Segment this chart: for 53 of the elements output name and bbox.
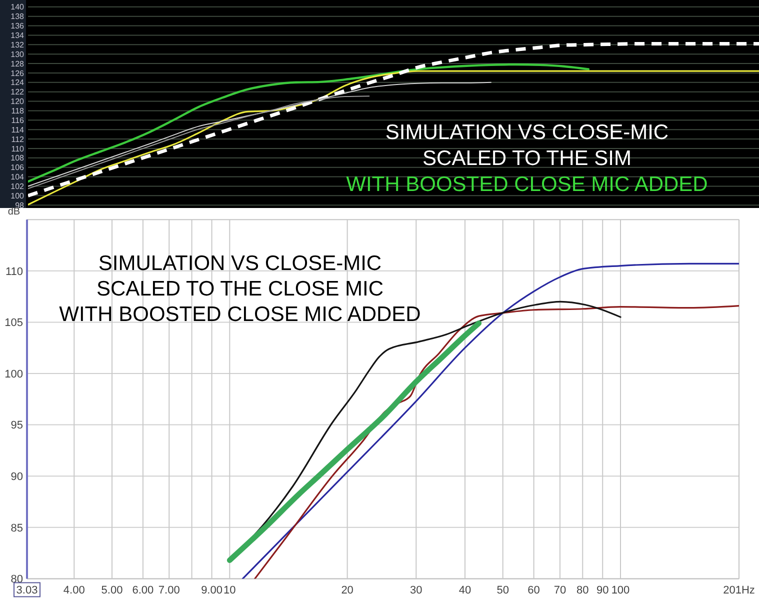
y-tick-label: 100 [4, 368, 23, 380]
annotation: SCALED TO THE SIM [422, 147, 632, 170]
annotation: SIMULATION VS CLOSE-MIC [385, 121, 669, 144]
y-tick-label: 110 [11, 144, 25, 154]
y-tick-label: 108 [10, 154, 25, 163]
y-tick-label: 114 [11, 125, 25, 134]
y-tick-label: 104 [10, 172, 25, 182]
annotation: SCALED TO THE CLOSE MIC [96, 278, 384, 300]
y-tick-label: 134 [10, 31, 25, 40]
y-tick-label: 120 [10, 97, 25, 106]
x-tick-label: 10 [224, 584, 236, 597]
y-tick-label: 116 [11, 116, 25, 125]
x-tick-label: 5.00 [101, 584, 123, 597]
x-tick-label: 40 [458, 584, 472, 597]
y-tick-label: 124 [10, 78, 25, 88]
x-tick-label: 70 [554, 584, 566, 597]
y-tick-label: 122 [10, 88, 25, 97]
x-tick-label: 4.00 [63, 584, 85, 597]
y-axis-title: dB [8, 206, 20, 218]
x-tick-label: 6.00 [132, 584, 154, 597]
x-tick-label: 201Hz [723, 584, 755, 597]
y-tick-label: 85 [10, 522, 23, 534]
x-tick-label: 80 [576, 584, 589, 597]
x-tick-label: 9.00 [201, 584, 222, 597]
x-tick-label: 100 [611, 584, 630, 597]
line-series [28, 42, 759, 198]
y-tick-label: 132 [10, 40, 25, 50]
x-tick-label: 90 [596, 584, 609, 597]
y-tick-label: 136 [10, 22, 25, 31]
x-tick-label: 60 [528, 584, 540, 597]
y-tick-label: 110 [5, 266, 23, 278]
annotation: WITH BOOSTED CLOSE MIC ADDED [59, 303, 421, 326]
y-tick-label: 90 [10, 470, 23, 483]
x-tick-label: 50 [496, 584, 509, 597]
y-tick-label: 118 [11, 106, 25, 116]
y-tick-label: 126 [10, 68, 25, 78]
x-tick-label: 20 [341, 584, 354, 597]
annotation: WITH BOOSTED CLOSE MIC ADDED [346, 173, 708, 196]
y-tick-label: 102 [10, 182, 25, 192]
y-tick-label: 138 [10, 12, 25, 22]
y-tick-label: 80 [10, 574, 23, 586]
x-tick-label: 30 [410, 584, 422, 597]
y-tick-label: 130 [10, 50, 25, 59]
y-tick-label: 112 [11, 134, 25, 144]
y-tick-label: 105 [4, 317, 23, 330]
y-tick-label: 100 [10, 191, 25, 200]
annotation: SIMULATION VS CLOSE-MIC [98, 252, 382, 275]
y-tick-label: 140 [10, 2, 25, 12]
y-tick-label: 128 [10, 59, 25, 68]
x-tick-label: 7.00 [158, 584, 180, 597]
y-tick-label: 106 [10, 163, 25, 172]
y-tick-label: 95 [10, 420, 23, 432]
line-series [28, 70, 759, 206]
